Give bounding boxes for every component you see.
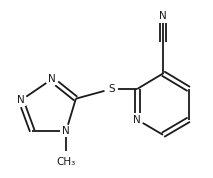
Text: N: N [159, 11, 167, 21]
Text: CH₃: CH₃ [56, 157, 76, 167]
Text: N: N [133, 115, 141, 125]
Text: N: N [17, 95, 25, 105]
Text: N: N [62, 126, 70, 136]
Text: N: N [48, 74, 56, 84]
Text: S: S [108, 84, 115, 94]
